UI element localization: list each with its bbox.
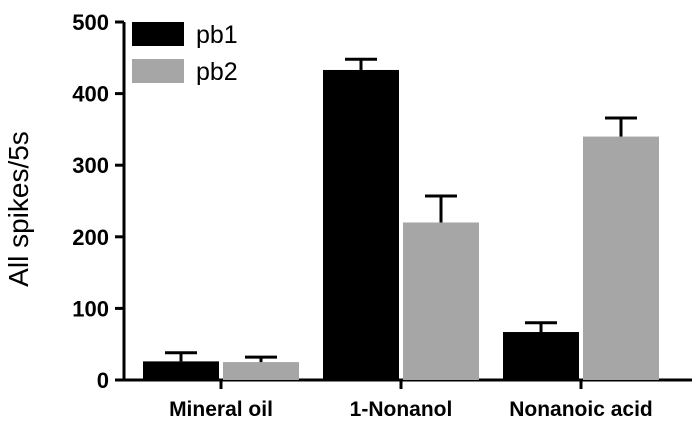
y-tick-label: 300	[72, 153, 109, 178]
error-bar	[345, 57, 377, 70]
y-tick-label: 0	[97, 368, 109, 393]
bar-pb1-2	[503, 332, 579, 380]
bar-pb1-1	[323, 69, 399, 381]
y-tick-label: 100	[72, 296, 109, 321]
y-tick-label: 500	[72, 10, 109, 35]
error-bar	[245, 355, 277, 363]
bar-pb1-0	[143, 361, 219, 380]
error-bar	[425, 194, 457, 223]
category-label: 1-Nonanol	[350, 398, 453, 421]
legend-label-pb1: pb1	[196, 21, 238, 49]
bar-pb2-1	[403, 222, 479, 380]
category-label: Mineral oil	[169, 398, 273, 421]
plot-area: 0 100 200 300 400 500 Mineral oil 1-Nonanol Nona…	[72, 10, 692, 421]
bar-pb2-0	[223, 362, 299, 380]
category-label: Nonanoic acid	[509, 398, 653, 421]
bar-pb2-2	[583, 136, 659, 380]
legend-swatch-pb1	[132, 22, 184, 46]
y-tick-label: 400	[72, 82, 109, 107]
legend-label-pb2: pb2	[196, 58, 238, 86]
error-bar	[605, 116, 637, 137]
legend-swatch-pb2	[132, 59, 184, 83]
error-bar	[525, 321, 557, 333]
y-axis-title: All spikes/5s	[3, 131, 34, 287]
error-bar	[165, 351, 197, 362]
y-tick-label: 200	[72, 225, 109, 250]
